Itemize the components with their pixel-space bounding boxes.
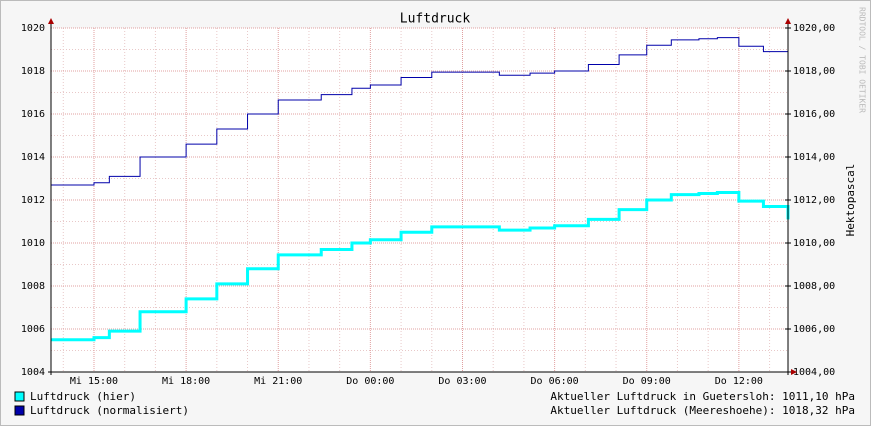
y-tick-label: 1018 [21, 66, 45, 77]
y2-tick-label: 1016,00 [793, 109, 835, 120]
x-tick-label: Do 03:00 [438, 376, 486, 387]
y-tick-label: 1016 [21, 109, 45, 120]
status-text: Aktueller Luftdruck (Meereshoehe): 1018,… [550, 404, 855, 417]
x-tick-label: Mi 18:00 [162, 376, 210, 387]
y2-tick-label: 1014,00 [793, 152, 835, 163]
y2-tick-label: 1010,00 [793, 238, 835, 249]
y2-tick-label: 1004,00 [793, 367, 835, 378]
series-line [51, 37, 789, 186]
y-tick-label: 1010 [21, 238, 45, 249]
y-tick-label: 1012 [21, 195, 45, 206]
y2-tick-label: 1018,00 [793, 66, 835, 77]
x-tick-label: Do 09:00 [623, 376, 671, 387]
y2-tick-label: 1020,00 [793, 23, 835, 34]
y-tick-label: 1020 [21, 23, 45, 34]
x-tick-label: Do 06:00 [531, 376, 579, 387]
axis-arrow [785, 18, 791, 24]
y2-tick-label: 1012,00 [793, 195, 835, 206]
axis-arrow [48, 18, 54, 24]
status-text: Aktueller Luftdruck in Guetersloh: 1011,… [550, 390, 855, 403]
x-tick-label: Do 12:00 [715, 376, 763, 387]
y-tick-label: 1014 [21, 152, 45, 163]
x-tick-label: Mi 15:00 [70, 376, 118, 387]
y2-tick-label: 1008,00 [793, 281, 835, 292]
legend-label: Luftdruck (normalisiert) [30, 404, 189, 417]
watermark: RRDTOOL / TOBI OETIKER [858, 7, 867, 113]
legend-swatch [14, 391, 25, 402]
series-line [51, 190, 790, 342]
chart-title: Luftdruck [400, 12, 471, 27]
legend-swatch [14, 405, 25, 416]
x-tick-label: Mi 21:00 [254, 376, 302, 387]
y2-tick-label: 1006,00 [793, 324, 835, 335]
x-tick-label: Do 00:00 [346, 376, 394, 387]
y-tick-label: 1004 [21, 367, 45, 378]
y2-axis-label: Hektopascal [844, 164, 857, 237]
y-tick-label: 1006 [21, 324, 45, 335]
axis-arrow [791, 369, 797, 375]
legend-label: Luftdruck (hier) [30, 390, 136, 403]
y-tick-label: 1008 [21, 281, 45, 292]
